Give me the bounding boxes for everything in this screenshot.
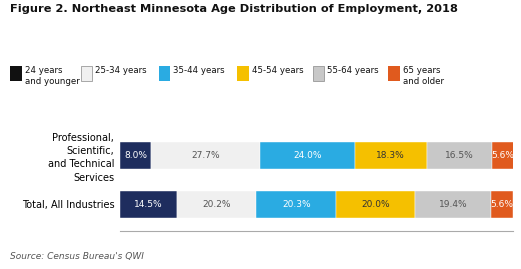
Text: 35-44 years: 35-44 years bbox=[173, 66, 225, 75]
Text: 18.3%: 18.3% bbox=[376, 151, 405, 160]
Text: 5.6%: 5.6% bbox=[491, 151, 514, 160]
Text: 5.6%: 5.6% bbox=[491, 200, 514, 209]
Text: 20.3%: 20.3% bbox=[282, 200, 311, 209]
Bar bbox=[355, 142, 427, 169]
Text: 19.4%: 19.4% bbox=[439, 200, 467, 209]
Bar bbox=[177, 191, 256, 218]
Bar bbox=[415, 191, 491, 218]
Text: 24 years
and younger: 24 years and younger bbox=[25, 66, 80, 86]
Bar bbox=[427, 142, 491, 169]
Text: 27.7%: 27.7% bbox=[191, 151, 220, 160]
Text: 65 years
and older: 65 years and older bbox=[403, 66, 444, 86]
Bar bbox=[151, 142, 260, 169]
Bar bbox=[336, 191, 415, 218]
Text: 24.0%: 24.0% bbox=[293, 151, 321, 160]
Text: 55-64 years: 55-64 years bbox=[327, 66, 379, 75]
Text: 20.0%: 20.0% bbox=[361, 200, 390, 209]
Bar bbox=[256, 191, 336, 218]
Bar bbox=[120, 142, 151, 169]
Bar bbox=[491, 142, 514, 169]
Text: 8.0%: 8.0% bbox=[124, 151, 147, 160]
Text: 16.5%: 16.5% bbox=[445, 151, 474, 160]
Text: Source: Census Bureau's QWI: Source: Census Bureau's QWI bbox=[10, 252, 144, 261]
Text: 20.2%: 20.2% bbox=[202, 200, 231, 209]
Bar bbox=[260, 142, 355, 169]
Bar bbox=[120, 191, 177, 218]
Text: 45-54 years: 45-54 years bbox=[252, 66, 303, 75]
Bar bbox=[491, 191, 513, 218]
Text: 25-34 years: 25-34 years bbox=[95, 66, 147, 75]
Text: Figure 2. Northeast Minnesota Age Distribution of Employment, 2018: Figure 2. Northeast Minnesota Age Distri… bbox=[10, 4, 458, 14]
Text: 14.5%: 14.5% bbox=[134, 200, 163, 209]
